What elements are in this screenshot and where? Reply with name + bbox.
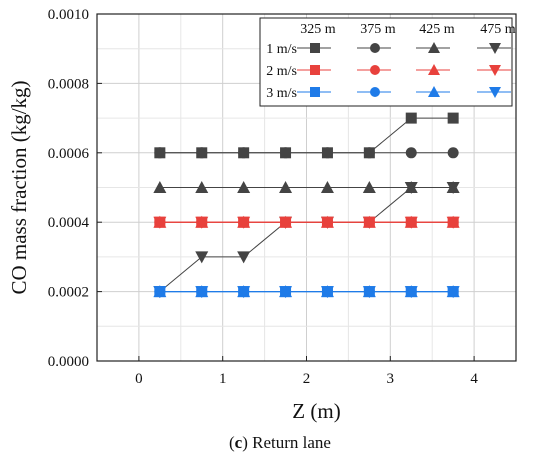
data-point (238, 147, 250, 159)
data-point (279, 216, 293, 229)
data-point (195, 216, 209, 229)
y-axis-label: CO mass fraction (kg/kg) (7, 80, 31, 294)
data-point (447, 112, 459, 124)
data-point (363, 147, 375, 159)
x-axis-label: Z (m) (292, 399, 340, 423)
x-tick-label: 2 (303, 371, 311, 387)
legend-marker (370, 87, 380, 97)
y-tick-label: 0.0004 (48, 215, 90, 231)
data-point (237, 181, 251, 193)
data-point (279, 286, 293, 299)
data-point (153, 216, 167, 229)
x-tick-label: 1 (219, 371, 227, 387)
data-point (237, 251, 251, 264)
legend-marker (489, 43, 501, 54)
caption-letter: c (235, 433, 243, 452)
data-point (320, 181, 334, 193)
x-tick-label: 0 (135, 371, 143, 387)
y-tick-label: 0.0000 (48, 354, 89, 370)
data-point (404, 286, 418, 299)
data-point (153, 286, 167, 299)
caption-text: Return lane (252, 433, 331, 452)
legend-marker (428, 64, 440, 75)
y-tick-label: 0.0006 (48, 146, 90, 162)
x-tick-label: 4 (470, 371, 478, 387)
legend-marker (310, 65, 320, 75)
data-point (320, 286, 334, 299)
figure-caption: (c) Return lane (229, 433, 331, 452)
data-point (362, 181, 376, 193)
legend-column-header: 375 m (360, 22, 396, 37)
legend-marker (310, 87, 320, 97)
legend-marker (310, 43, 320, 53)
plot-series (153, 112, 460, 299)
y-tick-label: 0.0008 (48, 76, 89, 92)
data-point (195, 251, 209, 264)
data-point (237, 216, 251, 229)
data-point (362, 286, 376, 299)
data-point (195, 181, 209, 193)
legend-column-header: 475 m (480, 22, 516, 37)
legend-marker (370, 43, 380, 53)
x-tick-label: 3 (387, 371, 395, 387)
y-tick-label: 0.0010 (48, 7, 89, 23)
data-point (237, 286, 251, 299)
legend-marker (489, 87, 501, 98)
data-point (320, 216, 334, 229)
legend-column-header: 425 m (419, 22, 455, 37)
legend-row-label: 3 m/s (266, 86, 297, 101)
data-point (154, 147, 166, 159)
data-point (446, 286, 460, 299)
y-tick-label: 0.0002 (48, 285, 89, 301)
legend-marker (428, 86, 440, 97)
legend-column-header: 325 m (300, 22, 336, 37)
axis-ticks: 0 1 2 3 4 0.0000 0.0002 0.0004 0.0006 0.0008 0.001… (48, 7, 479, 387)
data-point (446, 182, 460, 194)
legend: 325 m 375 m 425 m 475 m 1 m/s 2 m/s 3 m/s (259, 17, 516, 107)
legend-marker (428, 42, 440, 53)
data-point (447, 147, 459, 159)
data-point (195, 286, 209, 299)
data-point (446, 216, 460, 229)
data-point (279, 181, 293, 193)
legend-box (259, 17, 513, 107)
data-point (405, 147, 417, 159)
data-point (321, 147, 333, 159)
legend-row-label: 1 m/s (266, 42, 297, 57)
legend-row-label: 2 m/s (266, 64, 297, 79)
data-point (405, 112, 417, 124)
legend-marker (370, 65, 380, 75)
data-point (153, 181, 167, 193)
data-point (404, 216, 418, 229)
data-point (362, 216, 376, 229)
legend-marker (489, 65, 501, 76)
data-point (404, 182, 418, 194)
data-point (280, 147, 292, 159)
data-point (196, 147, 208, 159)
